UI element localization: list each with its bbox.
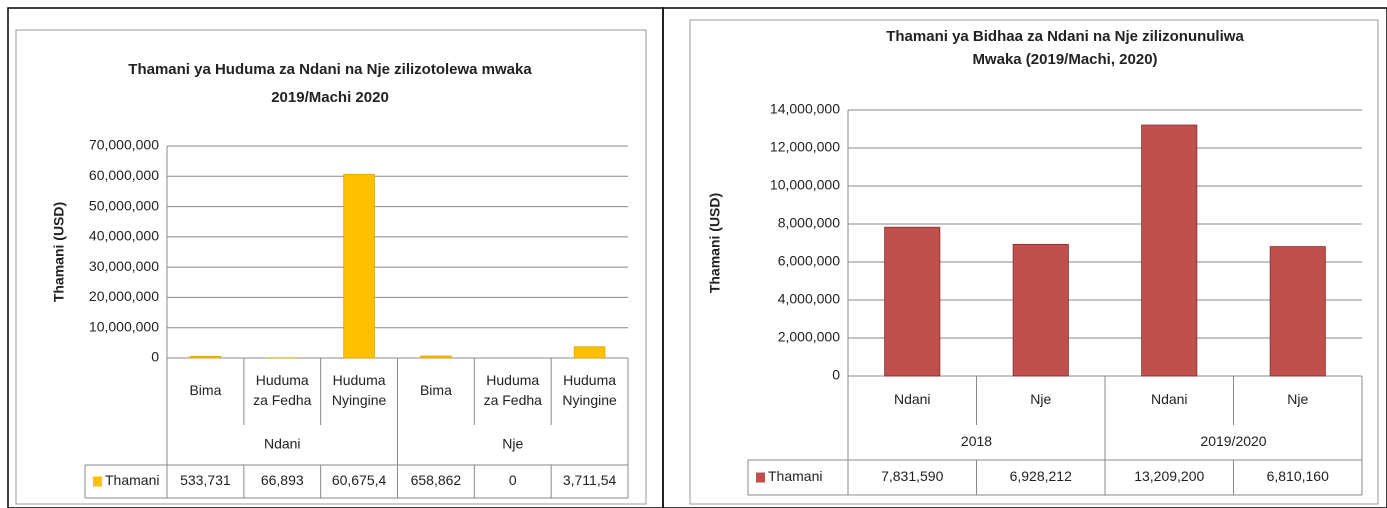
x-tick-label: Ndani [1151,391,1188,407]
y-tick-label: 10,000,000 [770,177,840,193]
y-tick-label: 60,000,000 [89,167,159,183]
chart-title: 2019/Machi 2020 [271,89,389,106]
y-tick-label: 12,000,000 [770,139,840,155]
data-table-value: 6,928,212 [1010,468,1072,484]
group-label: 2019/2020 [1200,433,1266,449]
right-panel-frame [662,7,1387,508]
legend-swatch [756,472,765,483]
group-label: Nje [502,436,523,452]
y-tick-label: 20,000,000 [89,288,159,304]
chart-title: Mwaka (2019/Machi, 2020) [972,51,1157,68]
group-label: 2018 [961,433,992,449]
y-tick-label: 6,000,000 [778,253,840,269]
legend-label: Thamani [105,472,159,488]
data-table-value: 7,831,590 [881,468,943,484]
x-tick-label: Huduma [333,372,386,388]
right-chart-frame [689,19,1379,505]
x-tick-label: Nje [1030,391,1051,407]
y-tick-label: 14,000,000 [770,101,840,117]
x-tick-label: Bima [420,382,452,398]
group-label: Ndani [264,436,301,452]
y-tick-label: 8,000,000 [778,215,840,231]
x-tick-label: Nyingine [562,392,617,408]
x-tick-label: Huduma [563,372,616,388]
bar [420,355,452,359]
bar [189,355,222,359]
data-table-value: 0 [509,472,517,488]
x-tick-label: Huduma [256,372,309,388]
bar [573,346,606,359]
y-tick-label: 50,000,000 [89,197,159,213]
x-tick-label: Nyingine [332,392,387,408]
x-tick-label: Ndani [894,391,931,407]
data-table-value: 6,810,160 [1267,468,1329,484]
data-table-value: 658,862 [411,472,462,488]
chart-title: Thamani ya Huduma za Ndani na Nje zilizo… [128,61,532,78]
bar [1012,243,1069,377]
x-tick-label: Nje [1287,391,1308,407]
x-tick-label: Bima [189,382,221,398]
y-tick-label: 0 [832,367,840,383]
y-tick-label: 10,000,000 [89,318,159,334]
bar [1141,124,1198,377]
data-table-value: 3,711,54 [563,472,617,488]
data-table-value: 66,893 [261,472,304,488]
data-table-value: 13,209,200 [1134,468,1204,484]
bar [884,226,941,377]
legend-label: Thamani [768,468,822,484]
bar [1269,246,1326,377]
legend-swatch [93,476,102,487]
data-table-value: 60,675,4 [332,472,387,488]
data-table-value: 533,731 [180,472,231,488]
y-tick-label: 4,000,000 [778,291,840,307]
bar [343,173,375,359]
x-tick-label: za Fedha [253,392,312,408]
chart-title: Thamani ya Bidhaa za Ndani na Nje zilizo… [886,28,1244,45]
y-tick-label: 2,000,000 [778,329,840,345]
x-tick-label: za Fedha [484,392,543,408]
y-tick-label: 30,000,000 [89,258,159,274]
y-tick-label: 0 [151,349,159,365]
y-axis-label: Thamani (USD) [51,202,67,302]
y-tick-label: 40,000,000 [89,228,159,244]
left-chart-frame [15,29,647,505]
y-axis-label: Thamani (USD) [707,193,723,293]
x-tick-label: Huduma [486,372,539,388]
y-tick-label: 70,000,000 [89,137,159,153]
